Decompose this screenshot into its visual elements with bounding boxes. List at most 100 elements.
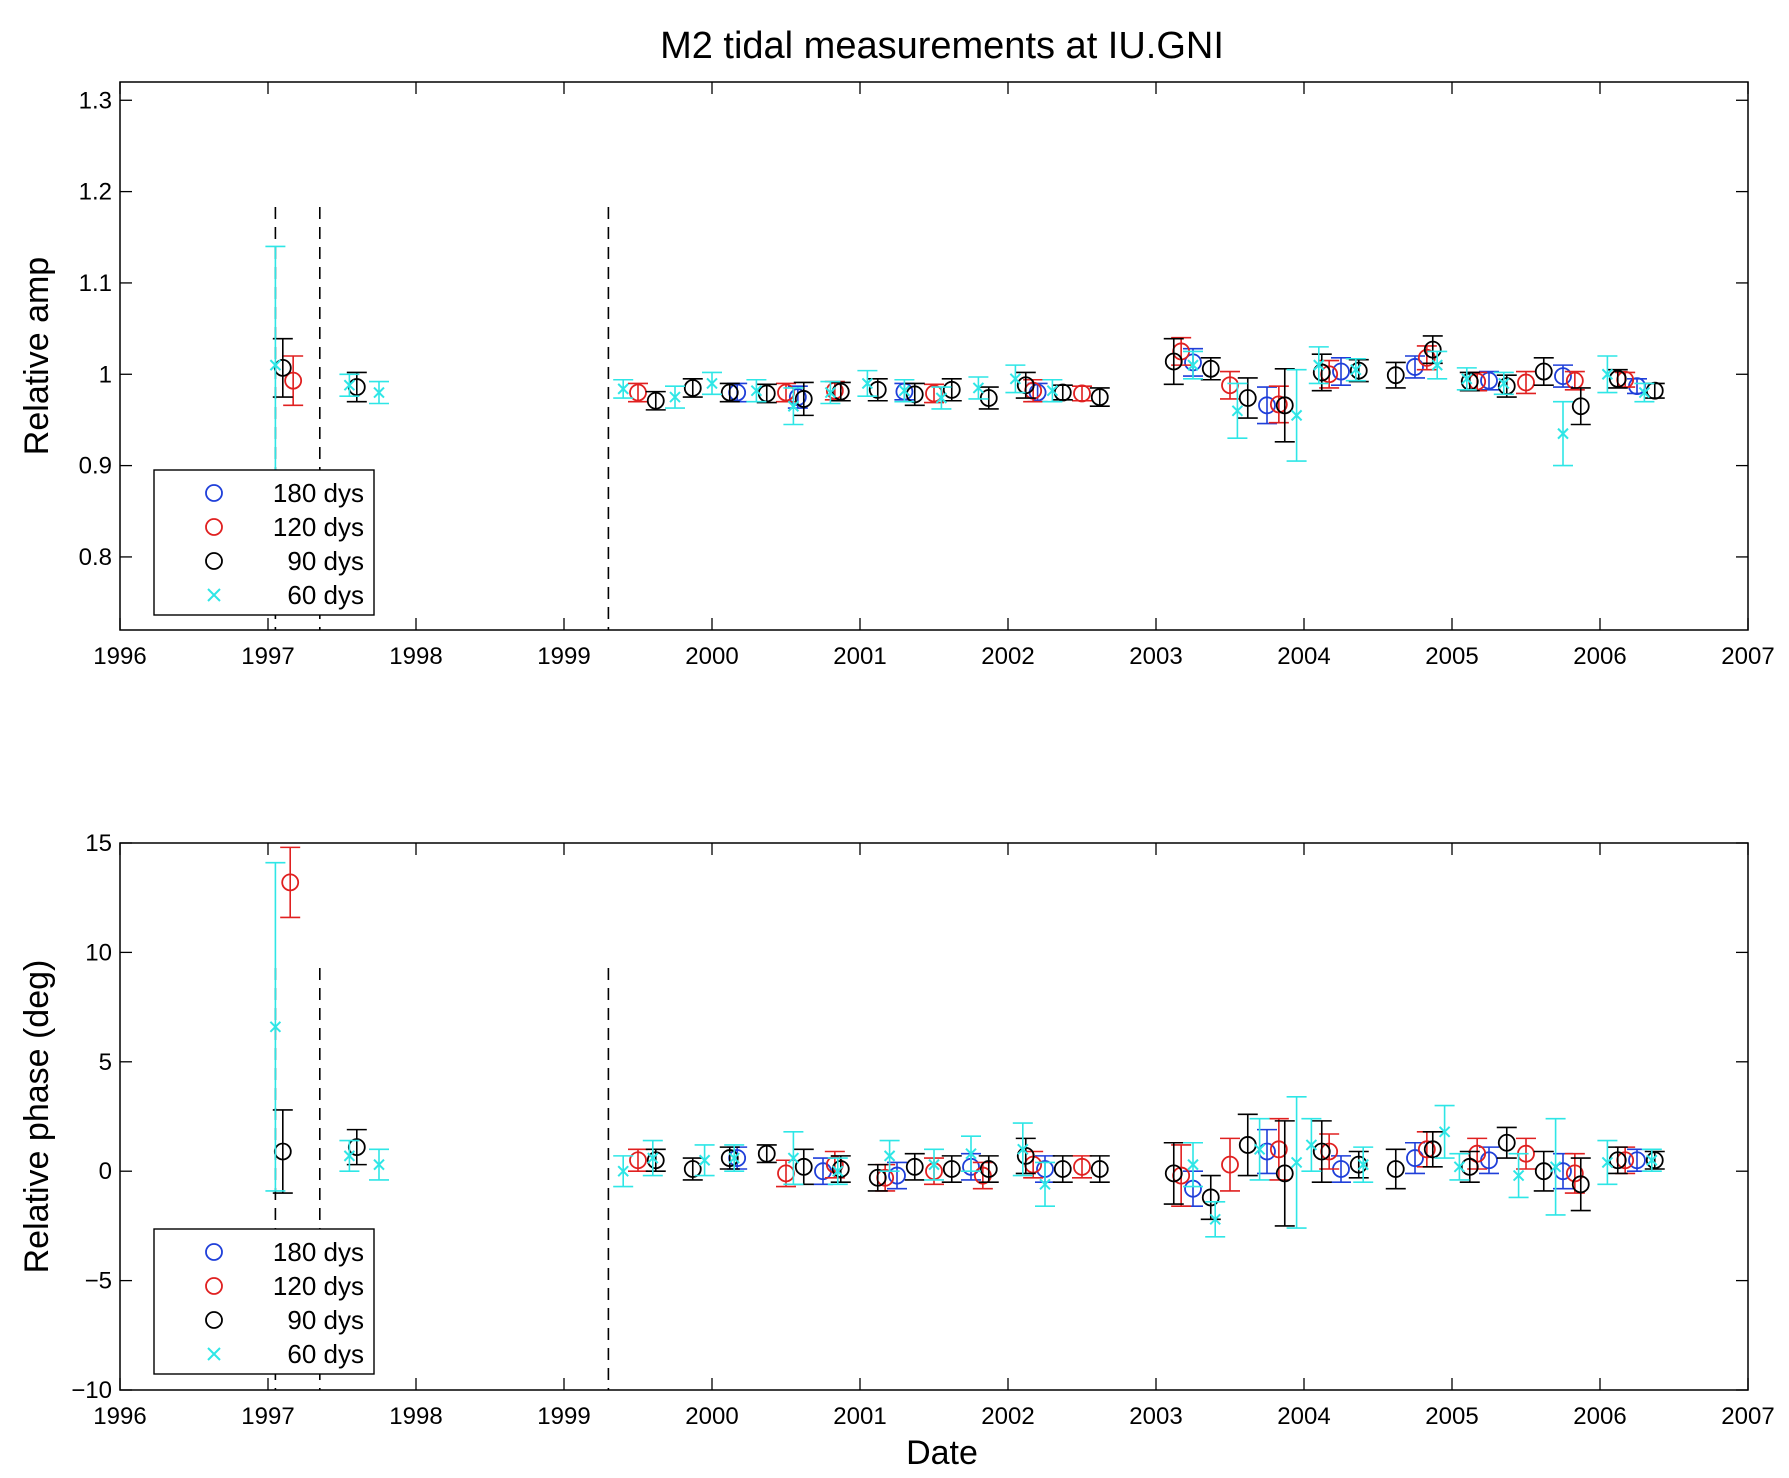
data-point (617, 1165, 629, 1177)
data-point (1349, 361, 1368, 380)
x-tick-label: 2007 (1721, 1403, 1774, 1430)
x-tick-label: 1997 (241, 1403, 294, 1430)
data-point (1601, 1156, 1614, 1169)
y-tick-label: 10 (85, 939, 112, 966)
legend-label: 90 dys (287, 546, 364, 576)
data-point (1269, 395, 1288, 414)
data-point (1275, 396, 1294, 415)
legend: 180 dys 120 dys 90 dys 60 dys (153, 469, 375, 616)
data-point (1312, 1142, 1331, 1161)
y-tick-label: 15 (85, 830, 112, 857)
data-point (757, 1144, 776, 1163)
data-point (1638, 386, 1651, 399)
x-tick-label: 1996 (93, 643, 146, 670)
data-point (1073, 384, 1091, 403)
data-point (1201, 1188, 1220, 1207)
legend-marker (205, 1243, 223, 1261)
x-tick-label: 2001 (833, 1403, 886, 1430)
data-point (1571, 1175, 1590, 1194)
x-tick-label: 2006 (1573, 643, 1626, 670)
data-point (373, 386, 385, 399)
data-point (1209, 1213, 1221, 1226)
legend-marker (205, 552, 223, 570)
data-point (973, 1166, 992, 1185)
x-tick-label: 1998 (389, 643, 442, 670)
legend-label: 90 dys (287, 1305, 364, 1335)
data-point (1201, 359, 1220, 378)
y-tick-label: 0 (99, 1158, 112, 1185)
x-tick-label: 2004 (1277, 643, 1330, 670)
data-point (794, 1157, 813, 1176)
data-point (1164, 352, 1183, 371)
data-point (343, 379, 356, 391)
y-tick-label: 1.3 (79, 87, 112, 114)
data-point (646, 1151, 665, 1170)
y-tick-label: −10 (71, 1377, 112, 1404)
data-point (1269, 1140, 1288, 1159)
data-point (284, 371, 303, 390)
data-point (1275, 1164, 1294, 1183)
data-point (972, 382, 985, 394)
data-point (868, 1168, 887, 1187)
data-point (1053, 1160, 1072, 1178)
data-point (1453, 1161, 1466, 1173)
plot-frame (119, 842, 1749, 1391)
x-tick-label: 2000 (685, 643, 738, 670)
y-tick-label: 0.8 (79, 544, 112, 571)
data-point (1645, 1151, 1664, 1170)
data-point (269, 1021, 282, 1033)
data-point (1557, 427, 1569, 440)
data-point (1438, 1126, 1451, 1138)
data-point (1312, 363, 1331, 382)
data-point (1349, 1155, 1368, 1174)
series-60-dys (265, 245, 1655, 485)
y-tick-label: 1 (99, 361, 112, 388)
legend-box (153, 1228, 375, 1375)
data-point (720, 1149, 739, 1167)
x-tick-label: 2006 (1573, 1403, 1626, 1430)
data-point (1423, 1140, 1442, 1159)
data-point (1290, 1156, 1303, 1169)
data-point (281, 873, 300, 892)
series-90-dys (272, 335, 1665, 443)
data-point (942, 380, 961, 399)
data-point (629, 1151, 647, 1170)
data-point (343, 1150, 356, 1162)
data-point (1417, 1140, 1436, 1159)
data-point (1238, 389, 1257, 407)
y-axis-label: Relative amp (18, 257, 56, 455)
data-point (1073, 1157, 1091, 1176)
x-tick-label: 2000 (685, 1403, 738, 1430)
data-point (1305, 1139, 1318, 1151)
x-tick-label: 1999 (537, 643, 590, 670)
data-point (1406, 1149, 1424, 1167)
data-point (720, 383, 739, 402)
data-point (1386, 1160, 1405, 1178)
y-tick-label: 1.2 (79, 179, 112, 206)
data-point (1480, 371, 1498, 390)
x-tick-label: 1998 (389, 1403, 442, 1430)
x-tick-label: 2003 (1129, 1403, 1182, 1430)
legend-marker (207, 588, 221, 602)
data-point (979, 1160, 998, 1178)
data-point (1461, 373, 1473, 385)
data-point (646, 391, 665, 410)
legend-marker (205, 518, 223, 536)
data-point (979, 389, 998, 407)
data-point (942, 1160, 961, 1178)
data-point (1571, 397, 1590, 416)
data-point (1090, 388, 1109, 407)
legend-marker (205, 1311, 223, 1329)
legend-marker (205, 484, 223, 502)
data-point (1565, 1164, 1584, 1183)
data-point (1554, 367, 1572, 385)
series-60-dys (265, 861, 1662, 1238)
data-point (1460, 1157, 1479, 1176)
data-point (1009, 373, 1022, 385)
y-tick-label: 0.9 (79, 453, 112, 480)
data-point (1386, 366, 1405, 385)
legend-label: 180 dys (273, 1237, 364, 1267)
data-point (965, 1147, 977, 1160)
data-point (935, 392, 948, 404)
